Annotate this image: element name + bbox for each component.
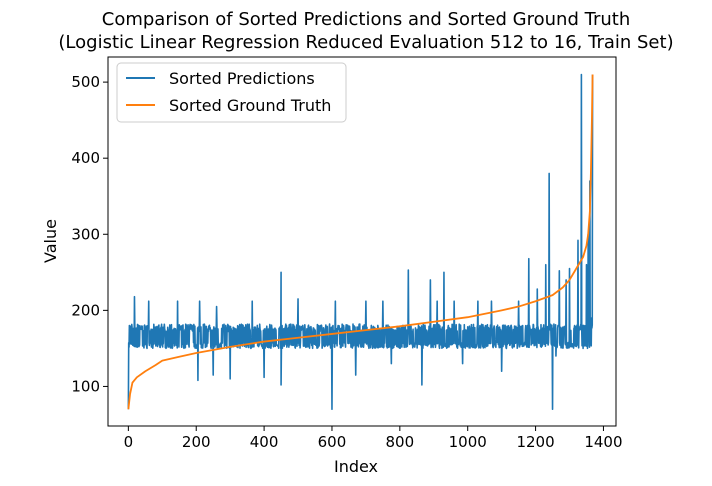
y-tick-label: 200: [71, 301, 100, 319]
legend-label-sorted-ground-truth: Sorted Ground Truth: [169, 96, 331, 115]
series-line-sorted-ground-truth: [127, 74, 594, 410]
y-tick-label: 100: [71, 377, 100, 395]
x-tick-label: 200: [182, 433, 211, 451]
x-tick-label: 1400: [584, 433, 622, 451]
chart-title: Comparison of Sorted Predictions and Sor…: [102, 9, 630, 30]
y-tick-label: 500: [71, 73, 100, 91]
plot-lines: [127, 73, 594, 411]
y-tick-label: 300: [71, 225, 100, 243]
chart-subtitle: (Logistic Linear Regression Reduced Eval…: [58, 32, 673, 53]
series-line-sorted-predictions: [127, 73, 594, 411]
legend: Sorted Predictions Sorted Ground Truth: [116, 62, 347, 123]
x-tick-label: 1200: [516, 433, 554, 451]
legend-box: [116, 62, 347, 123]
y-tick-label: 400: [71, 149, 100, 167]
x-tick-label: 400: [250, 433, 279, 451]
x-tick-label: 800: [386, 433, 415, 451]
x-tick-label: 600: [318, 433, 347, 451]
x-tick-label: 0: [124, 433, 134, 451]
y-axis-ticks: 100 200 300 400 500: [71, 73, 108, 395]
legend-label-sorted-predictions: Sorted Predictions: [169, 69, 315, 88]
x-tick-label: 1000: [449, 433, 487, 451]
y-axis-label: Value: [41, 219, 60, 263]
plot-frame: [107, 56, 617, 427]
x-axis-label: Index: [334, 457, 378, 476]
x-axis-ticks: 0 200 400 600 800 1000 1200 1400: [124, 426, 623, 451]
